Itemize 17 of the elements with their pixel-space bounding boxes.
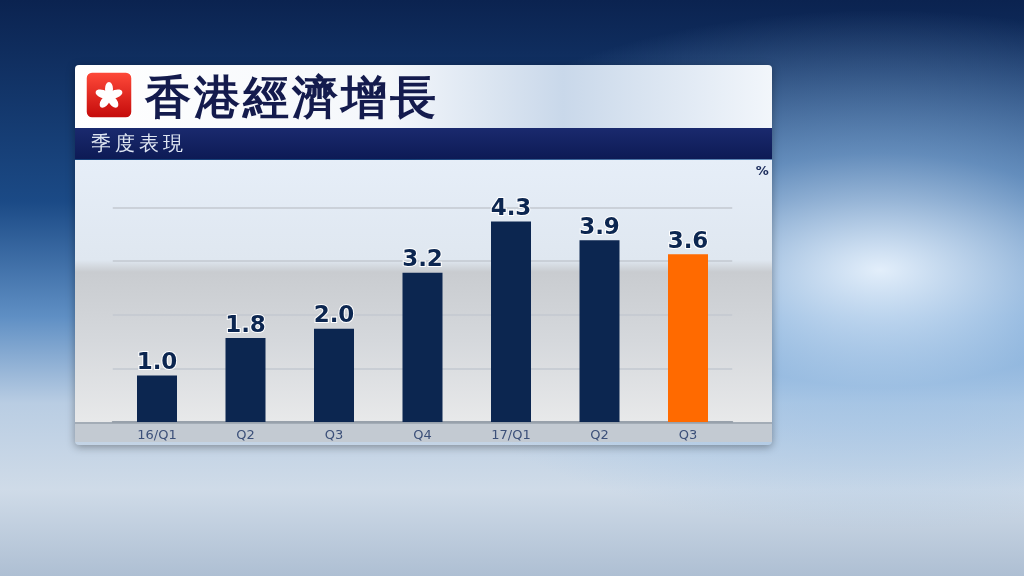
data-label: 3.9: [579, 212, 620, 239]
x-tick-label: Q3: [678, 427, 698, 442]
data-label: 3.2: [402, 245, 443, 272]
data-label: 2.0: [313, 301, 355, 328]
data-label: 4.3: [490, 194, 532, 221]
x-tick-label: 16/Q1: [137, 427, 177, 442]
chart-title: 香港經濟增長: [145, 70, 439, 124]
data-label: 1.0: [136, 347, 178, 374]
x-tick-label: Q2: [236, 427, 255, 442]
x-tick-label: 17/Q1: [491, 427, 531, 442]
y-axis-title: %: [755, 163, 769, 178]
x-tick-label: Q4: [413, 427, 432, 442]
chart-subtitle: 季度表現: [91, 130, 187, 157]
data-label: 3.6: [667, 226, 709, 253]
x-tick-label: Q3: [324, 427, 344, 442]
x-tick-label: Q2: [590, 427, 609, 442]
data-label: 1.8: [225, 310, 266, 337]
